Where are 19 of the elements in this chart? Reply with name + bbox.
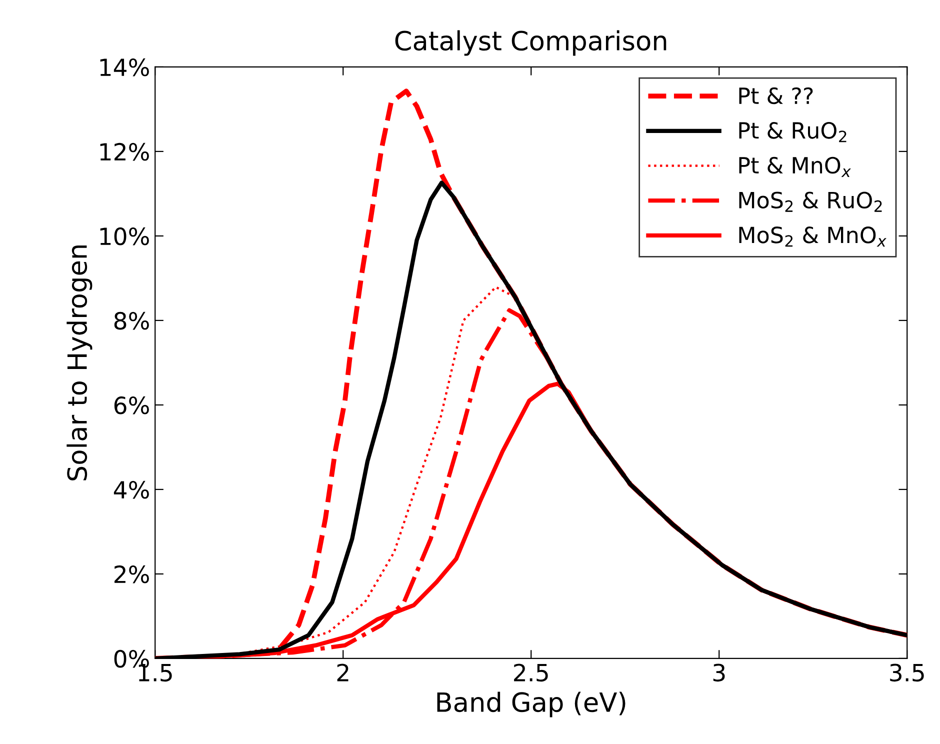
y-tick-label: 8% [114, 312, 149, 330]
x-tick-label: 2 [337, 664, 348, 682]
legend-label: Pt & ?? [739, 87, 813, 104]
y-tick-label: 2% [114, 565, 149, 584]
x-tick-label: 3.5 [890, 664, 924, 682]
legend-label: Pt & RuO$_{2}$ [739, 122, 846, 142]
y-tick-label: 14% [100, 58, 149, 76]
legend-label: MoS$_{2}$ & RuO$_{2}$ [739, 192, 882, 212]
x-tick-label: 3 [713, 664, 725, 682]
y-tick-label: 12% [100, 142, 149, 161]
y-tick-label: 6% [114, 396, 149, 414]
x-tick-label: 2.5 [514, 664, 548, 682]
legend-label: MoS$_{2}$ & MnO$_{x}$ [739, 226, 886, 247]
y-tick-label: 10% [100, 227, 149, 246]
y-tick-label: 4% [114, 480, 149, 499]
x-axis-title: Band Gap (eV) [437, 692, 626, 718]
chart-title: Catalyst Comparison [395, 30, 666, 56]
legend-label: Pt & MnO$_{x}$ [739, 156, 851, 177]
y-axis-title: Solar to Hydrogen [66, 246, 92, 480]
